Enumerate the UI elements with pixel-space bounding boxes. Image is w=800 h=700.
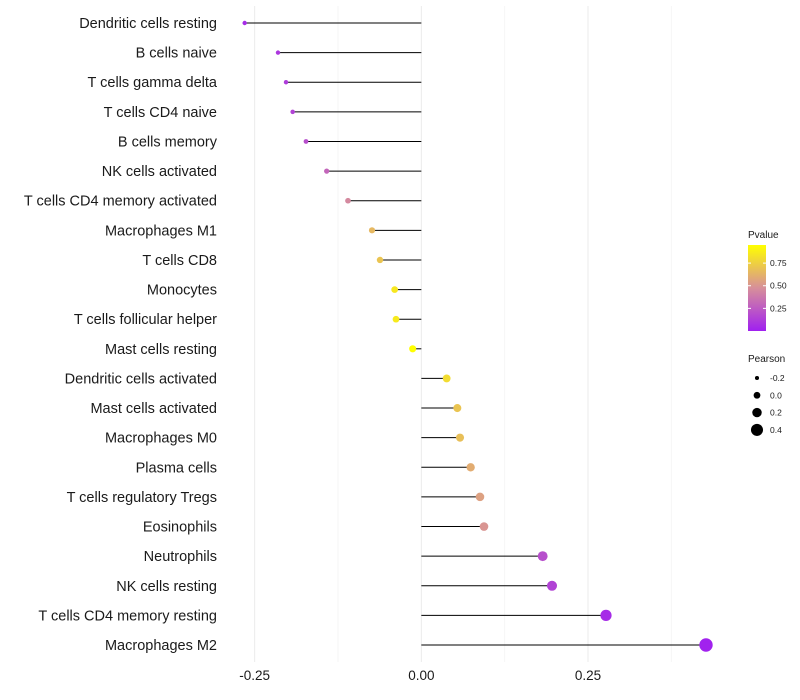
data-point xyxy=(479,522,489,531)
data-point xyxy=(453,404,462,413)
x-tick-label: -0.25 xyxy=(239,668,270,683)
data-point xyxy=(290,109,295,115)
size-legend-label: -0.2 xyxy=(770,373,785,383)
data-point xyxy=(303,139,309,144)
pvalue-legend: Pvalue 0.25 0.50 0.75 xyxy=(748,230,787,331)
data-point xyxy=(455,433,465,442)
pearson-legend: Pearson -0.2 0.0 0.2 0.4 xyxy=(748,354,785,436)
colorbar-label: 0.25 xyxy=(770,303,787,313)
data-point xyxy=(392,315,400,323)
category-label: T cells CD8 xyxy=(142,253,217,269)
category-label: Monocytes xyxy=(147,283,217,299)
category-label: T cells CD4 memory resting xyxy=(38,608,217,624)
x-axis-tick-labels: -0.25 0.00 0.25 xyxy=(239,668,601,683)
category-label: Eosinophils xyxy=(143,520,217,536)
data-point xyxy=(537,551,548,562)
size-legend-dot xyxy=(753,391,761,399)
category-label: Neutrophils xyxy=(144,549,217,565)
category-label: B cells naive xyxy=(136,46,217,62)
size-legend-dot xyxy=(750,423,764,436)
data-point xyxy=(391,286,399,293)
size-legend-dot xyxy=(754,375,760,381)
category-label: Macrophages M2 xyxy=(105,638,217,654)
data-point xyxy=(324,168,330,174)
category-label: Macrophages M0 xyxy=(105,431,217,447)
category-label: Plasma cells xyxy=(136,460,217,476)
data-point xyxy=(442,374,451,383)
data-point xyxy=(275,50,281,55)
data-point xyxy=(345,197,351,204)
data-point xyxy=(699,638,713,652)
category-label: T cells CD4 naive xyxy=(104,105,217,121)
data-point xyxy=(466,463,475,472)
pvalue-colorbar xyxy=(748,245,766,331)
category-label: Mast cells resting xyxy=(105,342,217,358)
pearson-legend-title: Pearson xyxy=(748,354,785,365)
data-point xyxy=(475,492,485,502)
size-legend-label: 0.4 xyxy=(770,425,782,435)
x-tick-label: 0.25 xyxy=(575,668,601,683)
data-point xyxy=(283,80,289,85)
category-label: Dendritic cells activated xyxy=(65,371,217,387)
category-label: T cells follicular helper xyxy=(74,312,217,328)
category-label: T cells CD4 memory activated xyxy=(24,194,217,210)
data-point xyxy=(368,227,376,234)
grid-lines xyxy=(254,6,672,662)
category-label: Dendritic cells resting xyxy=(79,16,217,32)
data-point xyxy=(242,20,247,26)
x-tick-label: 0.00 xyxy=(408,668,434,683)
category-label: Mast cells activated xyxy=(90,401,217,417)
size-legend-label: 0.0 xyxy=(770,390,782,400)
y-axis-labels: Dendritic cells resting B cells naive T ce… xyxy=(24,16,218,654)
lollipop-points xyxy=(242,20,713,652)
category-label: NK cells activated xyxy=(102,164,217,180)
pvalue-legend-title: Pvalue xyxy=(748,230,779,241)
data-point xyxy=(600,609,612,621)
size-legend-label: 0.2 xyxy=(770,408,782,418)
data-point xyxy=(376,256,384,264)
category-label: T cells gamma delta xyxy=(88,75,218,91)
colorbar-label: 0.50 xyxy=(770,281,787,291)
data-point xyxy=(546,580,558,591)
size-legend-dot xyxy=(752,407,762,418)
category-label: NK cells resting xyxy=(116,579,217,595)
data-point xyxy=(409,345,417,353)
colorbar-label: 0.75 xyxy=(770,258,787,268)
lollipop-stems xyxy=(244,22,706,646)
category-label: B cells memory xyxy=(118,134,218,150)
category-label: Macrophages M1 xyxy=(105,223,217,239)
category-label: T cells regulatory Tregs xyxy=(67,490,217,506)
